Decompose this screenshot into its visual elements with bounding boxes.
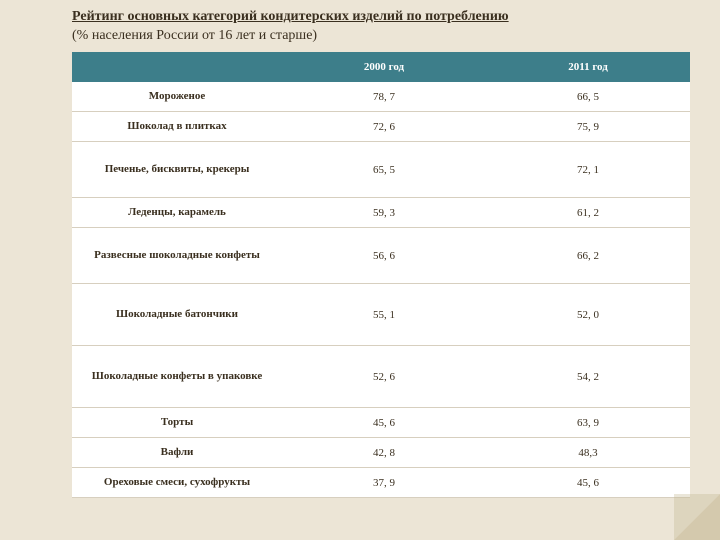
row-value: 65, 5 [282, 142, 486, 198]
col-header-0 [72, 52, 282, 82]
row-value: 66, 2 [486, 228, 690, 284]
row-value: 54, 2 [486, 346, 690, 408]
row-label: Вафли [72, 438, 282, 468]
table-row: Шоколадные конфеты в упаковке52, 654, 2 [72, 346, 690, 408]
table-row: Торты45, 663, 9 [72, 408, 690, 438]
row-label: Печенье, бисквиты, крекеры [72, 142, 282, 198]
row-label: Шоколадные конфеты в упаковке [72, 346, 282, 408]
row-value: 52, 6 [282, 346, 486, 408]
row-value: 75, 9 [486, 112, 690, 142]
row-value: 78, 7 [282, 82, 486, 112]
row-value: 45, 6 [282, 408, 486, 438]
table-row: Развесные шоколадные конфеты56, 666, 2 [72, 228, 690, 284]
table-row: Вафли42, 848,3 [72, 438, 690, 468]
table-row: Шоколадные батончики55, 152, 0 [72, 284, 690, 346]
table-header-row: 2000 год 2011 год [72, 52, 690, 82]
table-row: Печенье, бисквиты, крекеры65, 572, 1 [72, 142, 690, 198]
table-row: Ореховые смеси, сухофрукты37, 945, 6 [72, 468, 690, 498]
row-value: 59, 3 [282, 198, 486, 228]
row-value: 72, 1 [486, 142, 690, 198]
row-label: Мороженое [72, 82, 282, 112]
row-label: Леденцы, карамель [72, 198, 282, 228]
row-value: 37, 9 [282, 468, 486, 498]
page-curl-icon [674, 494, 720, 540]
row-value: 42, 8 [282, 438, 486, 468]
table-row: Леденцы, карамель59, 361, 2 [72, 198, 690, 228]
table-row: Мороженое78, 766, 5 [72, 82, 690, 112]
row-label: Шоколад в плитках [72, 112, 282, 142]
table-row: Шоколад в плитках72, 675, 9 [72, 112, 690, 142]
row-label: Шоколадные батончики [72, 284, 282, 346]
row-value: 72, 6 [282, 112, 486, 142]
row-value: 56, 6 [282, 228, 486, 284]
row-label: Ореховые смеси, сухофрукты [72, 468, 282, 498]
row-value: 55, 1 [282, 284, 486, 346]
col-header-1: 2000 год [282, 52, 486, 82]
row-value: 48,3 [486, 438, 690, 468]
title-rest: (% населения России от 16 лет и старше) [72, 28, 317, 43]
row-value: 63, 9 [486, 408, 690, 438]
row-value: 52, 0 [486, 284, 690, 346]
row-value: 66, 5 [486, 82, 690, 112]
data-table: 2000 год 2011 год Мороженое78, 766, 5Шок… [72, 52, 690, 499]
row-label: Торты [72, 408, 282, 438]
page-title: Рейтинг основных категорий кондитерских … [72, 8, 690, 46]
row-value: 45, 6 [486, 468, 690, 498]
title-bold: Рейтинг основных категорий кондитерских … [72, 9, 509, 24]
row-label: Развесные шоколадные конфеты [72, 228, 282, 284]
row-value: 61, 2 [486, 198, 690, 228]
col-header-2: 2011 год [486, 52, 690, 82]
